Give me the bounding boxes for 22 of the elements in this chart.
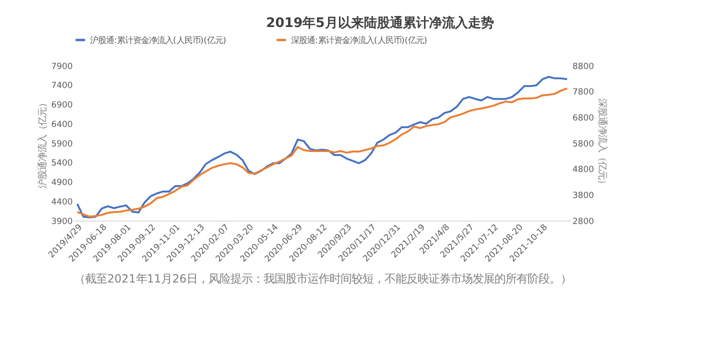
y-tick-label: 7400	[51, 80, 73, 90]
y-tick-label: 3900	[51, 216, 73, 226]
y-tick-label: 5400	[51, 158, 73, 168]
y2-tick-label: 5800	[572, 138, 594, 148]
y-tick-label: 6400	[51, 118, 73, 129]
legend-label: 沪股通:累计资金净流入(人民币)(亿元)	[90, 34, 226, 45]
y-axis-title: 沪股通净流入（亿元）	[38, 98, 49, 189]
y2-tick-label: 4800	[572, 164, 594, 174]
y2-tick-label: 2800	[572, 216, 594, 226]
y-tick-label: 6900	[51, 100, 73, 110]
y2-tick-label: 7800	[572, 86, 594, 97]
y-tick-label: 7900	[51, 60, 73, 71]
y2-tick-label: 6800	[572, 112, 594, 123]
y-tick-label: 5900	[51, 138, 73, 148]
y2-tick-label: 3800	[572, 190, 594, 200]
y-tick-label: 4400	[51, 196, 73, 206]
y2-axis-title: 深股通净流入（亿元）	[596, 98, 608, 189]
y-tick-label: 4900	[51, 177, 73, 188]
chart-title: 2019年5月以来陆股通累计净流入走势	[266, 15, 494, 32]
text: （截至2021年11月26日，风险提示：我国股市运作时间较短，不能反映证券市场发展的所有阶段。）	[74, 272, 572, 286]
y2-tick-label: 8800	[572, 60, 594, 71]
legend-label: 深股通:累计资金净流入(人民币)(亿元)	[291, 34, 428, 45]
